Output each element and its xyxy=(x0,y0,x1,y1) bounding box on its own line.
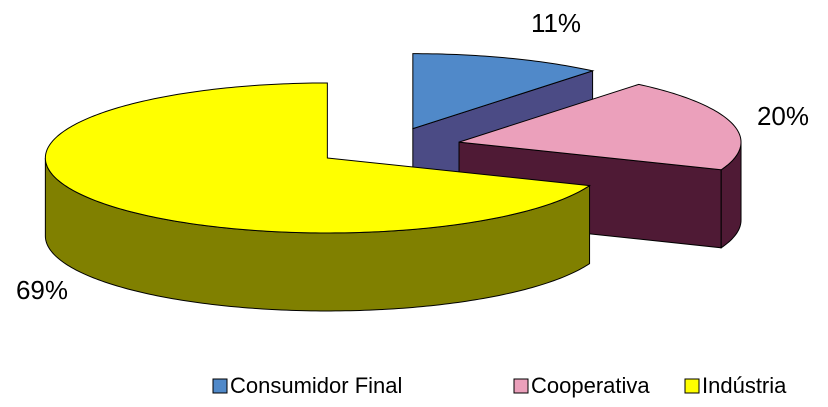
data-label: 20% xyxy=(757,101,809,131)
data-label: 69% xyxy=(16,275,68,305)
slice xyxy=(44,82,592,234)
legend-swatch xyxy=(684,378,700,394)
slice xyxy=(412,53,595,130)
legend-label: Consumidor Final xyxy=(230,373,402,398)
legend-swatch xyxy=(212,378,228,394)
data-label: 11% xyxy=(531,8,581,38)
legend-label: Indústria xyxy=(702,373,787,398)
slice xyxy=(458,83,742,171)
legend-label: Cooperativa xyxy=(531,373,650,398)
legend-swatch xyxy=(513,378,529,394)
